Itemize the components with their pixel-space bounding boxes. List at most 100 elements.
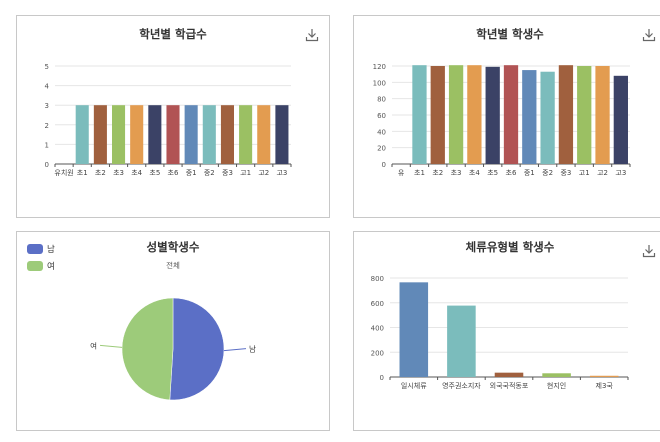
bar — [577, 66, 592, 164]
download-icon[interactable] — [642, 244, 656, 258]
x-tick-label: 초1 — [414, 169, 425, 177]
bar — [202, 105, 216, 164]
y-tick-label: 400 — [371, 325, 384, 333]
y-tick-label: 0 — [380, 374, 384, 382]
bar — [257, 105, 271, 164]
y-tick-label: 0 — [382, 161, 386, 169]
legend-item-female[interactable]: 여 — [27, 257, 55, 274]
x-tick-label: 초2 — [432, 169, 443, 177]
x-tick-label: 초6 — [168, 169, 179, 177]
legend-swatch — [27, 243, 43, 254]
y-tick-label: 5 — [45, 63, 49, 71]
chart-title: 학년별 학급수 — [139, 27, 207, 41]
bar — [448, 65, 464, 164]
x-tick-label: 초3 — [451, 169, 462, 177]
y-tick-label: 600 — [371, 300, 384, 308]
chart-panel-students-by-grade: 학년별 학생수 0 20 40 60 80 100 120 유 초1 초2 초3 초4 초5 초6 중1 중2… — [353, 15, 660, 218]
bar-chart: 0 1 2 3 4 5 유치원 초1 초2 초3 초4 초5 초6 중1 중2 중3 고1 고2 고3 — [45, 63, 292, 177]
x-tick-label: 제3국 — [596, 382, 614, 390]
legend: 남 여 — [27, 240, 55, 274]
pie-chart: 남여 — [90, 297, 256, 401]
bar — [93, 105, 107, 164]
bar — [220, 105, 234, 164]
bar — [494, 372, 524, 377]
x-tick-label: 유 — [398, 169, 405, 177]
y-tick-label: 4 — [45, 83, 50, 91]
legend-item-male[interactable]: 남 — [27, 240, 55, 257]
chart-panel-students-by-residence: 체류유형별 학생수 0 200 400 600 800 일시체류 영주권소지자 외국국적동포 현… — [353, 231, 660, 431]
x-tick-label: 영주권소지자 — [442, 381, 481, 390]
bar-chart: 0 20 40 60 80 100 120 유 초1 초2 초3 초4 초5 초6 중1 중2 중3 고1 고2 고3 — [373, 63, 631, 177]
pie-label: 남 — [249, 345, 256, 354]
chart-title: 체류유형별 학생수 — [465, 240, 555, 254]
bar — [239, 105, 253, 164]
bar — [485, 66, 500, 164]
bar — [399, 282, 429, 377]
y-tick-label: 100 — [373, 79, 386, 87]
download-icon[interactable] — [305, 28, 319, 42]
x-tick-label: 초6 — [506, 169, 517, 177]
pie-slice — [169, 297, 225, 401]
y-tick-label: 20 — [377, 145, 386, 153]
bar — [130, 105, 144, 164]
bar — [166, 105, 180, 164]
pie-leader-line — [223, 348, 247, 352]
bar — [148, 105, 162, 164]
legend-label: 여 — [47, 261, 55, 272]
x-tick-label: 중3 — [560, 169, 571, 177]
bar — [613, 75, 628, 164]
x-tick-label: 외국국적동포 — [490, 381, 529, 390]
y-tick-label: 800 — [371, 275, 384, 283]
bar-chart: 0 200 400 600 800 일시체류 영주권소지자 외국국적동포 현지인 제3국 — [371, 275, 629, 390]
bar — [589, 375, 619, 377]
x-tick-label: 현지인 — [547, 381, 566, 390]
x-tick-label: 중1 — [524, 169, 535, 177]
y-tick-label: 200 — [371, 349, 384, 357]
bar — [558, 65, 574, 164]
y-tick-label: 60 — [377, 112, 386, 120]
bar — [540, 71, 555, 164]
chart-title: 성별학생수 — [146, 240, 200, 254]
legend-swatch — [27, 260, 43, 271]
y-tick-label: 0 — [45, 161, 49, 169]
bar — [522, 70, 537, 164]
download-icon[interactable] — [642, 28, 656, 42]
x-tick-label: 초5 — [149, 169, 160, 177]
y-tick-label: 40 — [377, 128, 386, 136]
pie-slice — [121, 297, 174, 401]
x-tick-label: 고3 — [615, 169, 626, 177]
y-tick-label: 2 — [45, 122, 49, 130]
x-tick-label: 유치원 — [54, 168, 73, 177]
chart-title: 학년별 학생수 — [476, 27, 544, 41]
x-tick-label: 초3 — [113, 169, 124, 177]
x-tick-label: 고1 — [240, 169, 251, 177]
y-tick-label: 120 — [373, 63, 386, 71]
x-tick-label: 고2 — [258, 169, 269, 177]
x-tick-label: 고2 — [597, 169, 608, 177]
bar — [447, 305, 476, 377]
bar — [595, 66, 610, 164]
bar — [75, 105, 89, 164]
x-tick-label: 중3 — [222, 169, 233, 177]
chart-panel-classes-by-grade: 학년별 학급수 0 1 2 3 4 5 유치원 초1 초2 초3 초4 초5 초6 중1 중2 중3 고1 고2 고… — [16, 15, 330, 218]
bar — [275, 105, 289, 164]
x-tick-label: 고3 — [276, 169, 287, 177]
x-tick-label: 초5 — [487, 169, 498, 177]
bar — [412, 65, 427, 164]
x-tick-label: 초4 — [131, 169, 142, 177]
y-tick-label: 1 — [45, 141, 49, 149]
x-tick-label: 초4 — [469, 169, 480, 177]
bar — [184, 105, 198, 164]
x-tick-label: 일시체류 — [401, 381, 427, 390]
x-tick-label: 중2 — [204, 169, 215, 177]
x-tick-label: 고1 — [579, 169, 590, 177]
chart-subtitle: 전체 — [166, 261, 180, 270]
x-tick-label: 중1 — [186, 169, 197, 177]
bar — [503, 65, 519, 164]
legend-label: 남 — [47, 244, 55, 255]
x-tick-label: 초1 — [77, 169, 88, 177]
bar — [542, 373, 571, 377]
x-tick-label: 중2 — [542, 169, 553, 177]
y-tick-label: 3 — [45, 102, 49, 110]
